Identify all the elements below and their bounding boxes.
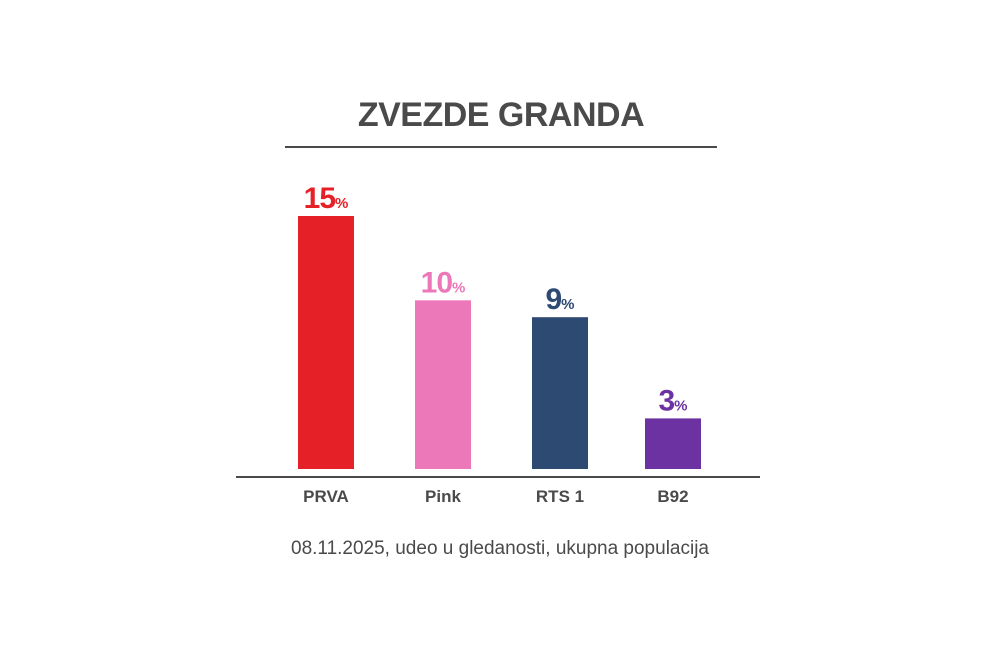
title-divider [285,146,717,148]
category-label-b92: B92 [657,487,688,506]
chart-title: ZVEZDE GRANDA [357,96,645,134]
value-label-pink: 10% [421,266,466,299]
value-percent-sign: % [674,397,687,414]
value-number: 15 [304,182,336,215]
value-label-rts-1: 9% [545,283,574,316]
value-label-b92: 3% [658,384,687,417]
category-label-rts-1: RTS 1 [536,487,584,506]
category-labels-group: PRVA Pink RTS 1 B92 [303,487,688,506]
value-label-prva: 15% [304,182,349,215]
value-percent-sign: % [561,296,574,313]
value-number: 9 [545,283,561,316]
value-number: 10 [421,266,453,299]
category-label-prva: PRVA [303,487,349,506]
value-percent-sign: % [452,279,465,296]
bar-pink [415,300,471,469]
chart-footnote: 08.11.2025, udeo u gledanosti, ukupna po… [291,538,709,559]
bar-rts-1 [532,317,588,469]
bar-b92 [645,418,701,469]
value-percent-sign: % [335,195,348,212]
value-labels-group: 15%10% 9%3% [304,182,688,417]
bars-group [298,216,701,469]
bar-prva [298,216,354,469]
value-number: 3 [658,384,674,417]
category-label-pink: Pink [425,487,461,506]
